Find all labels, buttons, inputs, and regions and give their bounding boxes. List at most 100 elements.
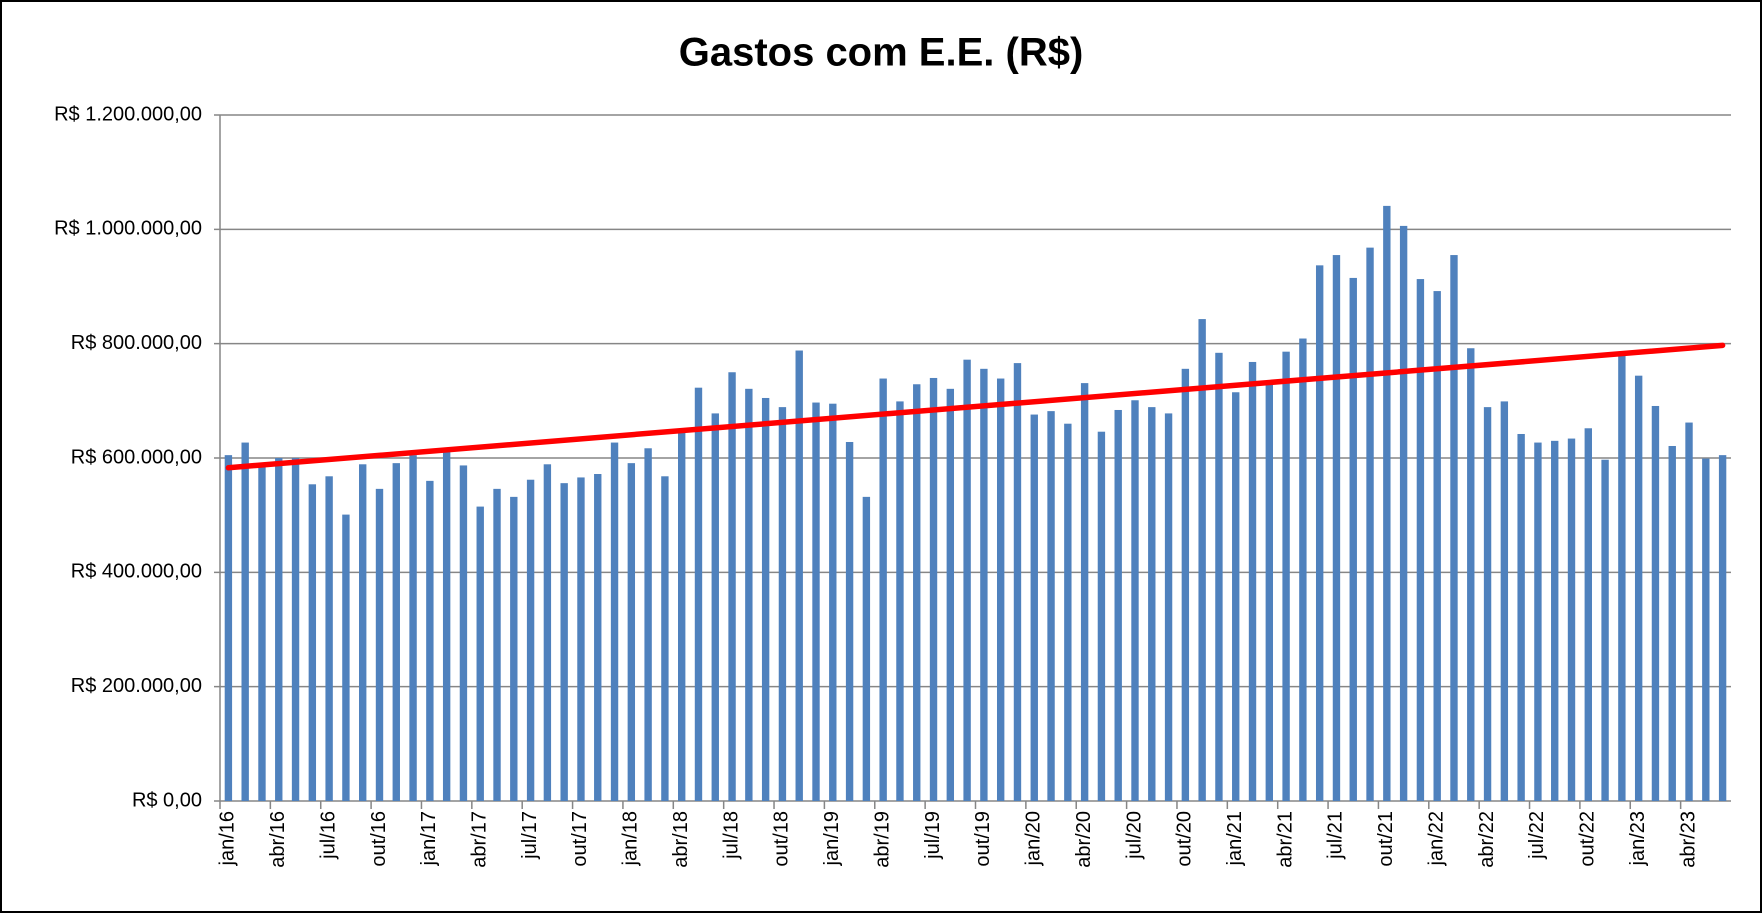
bar [275,458,283,801]
bar [1467,348,1475,801]
x-tick-label: out/17 [569,811,591,867]
bar [476,506,484,801]
x-tick-label: out/22 [1577,811,1599,867]
x-tick-label: out/18 [771,811,793,867]
bar [1265,381,1273,801]
bar [459,465,468,801]
x-tick-label: jan/20 [1023,811,1045,867]
bar [543,464,552,801]
bar [1551,440,1559,801]
bar [812,402,820,801]
bar [1080,383,1089,801]
bar [1047,411,1055,801]
bar [1349,277,1357,801]
bar [1030,414,1038,801]
bar [409,455,417,801]
bar [1315,265,1324,801]
bar [778,407,787,801]
bar [1534,442,1542,801]
bar [560,483,568,801]
bar [996,378,1005,801]
y-tick-label: R$ 600.000,00 [71,446,202,468]
bar [224,455,233,801]
bar [1097,431,1106,801]
x-tick-label: jul/20 [1123,811,1145,860]
bar [694,387,703,801]
bar [241,442,249,801]
x-tick-label: abr/16 [267,811,289,868]
bar [1601,459,1609,801]
bar [493,488,501,801]
bar [1702,458,1710,801]
bar [1618,352,1626,801]
y-tick-label: R$ 1.200.000,00 [54,103,202,125]
bar [661,476,669,801]
bar [1114,409,1122,801]
x-tick-label: jan/16 [217,811,239,867]
x-tick-label: jul/16 [317,811,339,860]
bar [929,377,938,801]
bar [1584,428,1592,801]
bar [795,350,803,801]
x-tick-label: jan/18 [620,811,642,867]
bar [258,463,266,801]
bar [1215,352,1223,801]
x-tick-label: abr/21 [1274,811,1296,868]
bar [946,388,955,801]
bar [308,484,317,801]
bar [291,458,300,801]
bar [325,476,333,801]
bar [1282,351,1290,801]
bar [1232,392,1240,801]
bar [1366,247,1374,802]
bar [1685,422,1693,801]
x-tick-label: abr/17 [469,811,491,868]
bar [1148,407,1156,801]
bar [963,359,971,801]
x-tick-label: out/21 [1375,811,1397,867]
y-tick-label: R$ 1.000.000,00 [54,218,202,240]
bar [745,388,753,801]
bar [1668,445,1676,801]
bar [1517,433,1525,801]
bar [1299,338,1307,801]
bar [1399,225,1408,802]
bar [1634,375,1643,801]
bar [1433,291,1441,801]
bar [913,384,921,801]
bar [980,368,988,801]
bar [610,442,619,801]
bar [879,378,887,801]
bar [1718,455,1727,801]
x-tick-label: jul/21 [1325,811,1347,860]
x-tick-label: abr/20 [1073,811,1095,868]
bar [1181,368,1190,801]
bar [1500,401,1509,801]
bar [526,479,535,801]
x-tick-label: out/20 [1174,811,1196,867]
x-tick-label: jul/19 [922,811,944,860]
bar [1567,438,1576,801]
x-tick-label: jan/23 [1627,811,1649,867]
bar [761,397,770,801]
bar [1064,423,1072,801]
x-tick-label: jul/22 [1526,811,1548,860]
bar [862,496,871,801]
bar [896,401,904,801]
y-tick-label: R$ 0,00 [132,789,202,811]
x-tick-label: abr/22 [1476,811,1498,868]
bar [1131,400,1139,801]
bar [1383,205,1391,801]
bar [678,430,686,801]
bar [510,496,518,801]
bar [342,514,350,801]
chart-title: Gastos com E.E. (R$) [679,31,1084,75]
trend-line [225,342,1726,471]
x-tick-label: jan/17 [418,811,440,867]
bar [426,480,434,801]
x-tick-label: out/16 [368,811,390,867]
bar [442,450,451,801]
bar [627,463,636,801]
bar [1164,413,1173,801]
